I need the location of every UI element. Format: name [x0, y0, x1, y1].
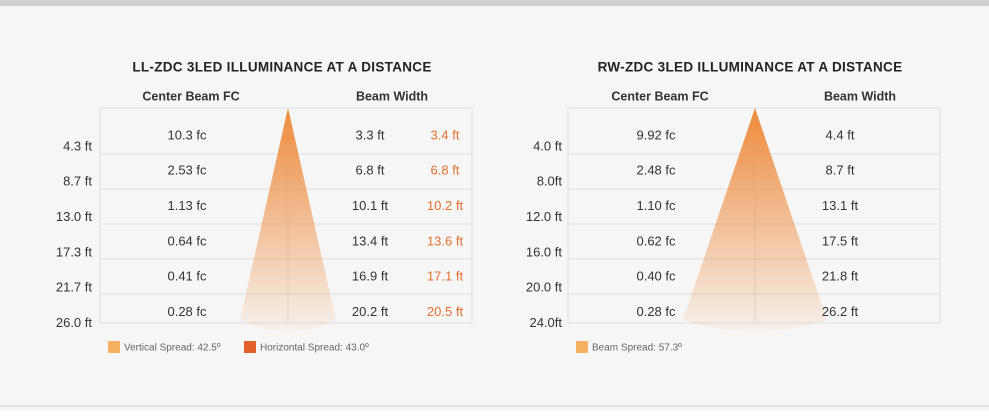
distance-label: 20.0 ft: [526, 280, 563, 295]
cell-value: 1.13 fc: [167, 198, 207, 213]
distance-label: 24.0ft: [529, 315, 562, 330]
distance-label: 13.0 ft: [56, 209, 93, 224]
cell-value: 0.41 fc: [167, 269, 207, 284]
column-header: Center Beam FC: [611, 89, 708, 103]
legend-swatch: [244, 341, 256, 353]
cell-value: 4.4 ft: [826, 127, 855, 142]
cell-value: 0.62 fc: [636, 233, 676, 248]
cell-value: 10.1 ft: [352, 198, 389, 213]
top-bar: [0, 0, 989, 6]
cell-value: 17.5 ft: [822, 233, 859, 248]
cell-value: 1.10 fc: [636, 198, 676, 213]
cell-value: 13.4 ft: [352, 233, 389, 248]
cell-value: 0.28 fc: [636, 304, 676, 319]
cell-value: 6.8 ft: [431, 163, 460, 178]
cell-value: 17.1 ft: [427, 269, 464, 284]
cell-value: 6.8 ft: [356, 163, 385, 178]
page: LL-ZDC 3LED ILLUMINANCE AT A DISTANCE Cen…: [0, 0, 989, 411]
distance-label: 8.7 ft: [63, 174, 92, 189]
cell-value: 20.5 ft: [427, 304, 464, 319]
cell-value: 0.40 fc: [636, 269, 676, 284]
distance-label: 8.0ft: [537, 174, 563, 189]
distance-label: 21.7 ft: [56, 280, 93, 295]
distance-label: 4.3 ft: [63, 138, 92, 153]
cell-value: 3.4 ft: [431, 127, 460, 142]
distance-label: 16.0 ft: [526, 244, 563, 259]
legend-swatch: [108, 341, 120, 353]
distance-label: 26.0 ft: [56, 315, 93, 330]
cell-value: 13.6 ft: [427, 233, 464, 248]
cell-value: 9.92 fc: [636, 127, 676, 142]
cell-value: 21.8 ft: [822, 269, 859, 284]
cell-value: 26.2 ft: [822, 304, 859, 319]
cell-value: 0.28 fc: [167, 304, 207, 319]
cell-value: 10.3 fc: [167, 127, 207, 142]
column-header: Beam Width: [356, 89, 428, 103]
cell-value: 2.48 fc: [636, 163, 676, 178]
cell-value: 0.64 fc: [167, 233, 207, 248]
legend-label: Horizontal Spread: 43.0º: [260, 343, 369, 354]
legend-label: Vertical Spread: 42.5º: [124, 343, 221, 354]
legend-swatch: [576, 341, 588, 353]
cell-value: 16.9 ft: [352, 269, 389, 284]
cell-value: 8.7 ft: [826, 163, 855, 178]
cell-value: 3.3 ft: [356, 127, 385, 142]
column-header: Beam Width: [824, 89, 896, 103]
cell-value: 2.53 fc: [167, 163, 207, 178]
column-header: Center Beam FC: [142, 89, 239, 103]
distance-label: 17.3 ft: [56, 244, 93, 259]
distance-label: 4.0 ft: [533, 138, 562, 153]
cell-value: 13.1 ft: [822, 198, 859, 213]
cell-value: 20.2 ft: [352, 304, 389, 319]
legend-label: Beam Spread: 57.3º: [592, 343, 682, 354]
distance-label: 12.0 ft: [526, 209, 563, 224]
cell-value: 10.2 ft: [427, 198, 464, 213]
panel-title: RW-ZDC 3LED ILLUMINANCE AT A DISTANCE: [598, 60, 903, 75]
panel-title: LL-ZDC 3LED ILLUMINANCE AT A DISTANCE: [132, 60, 431, 75]
